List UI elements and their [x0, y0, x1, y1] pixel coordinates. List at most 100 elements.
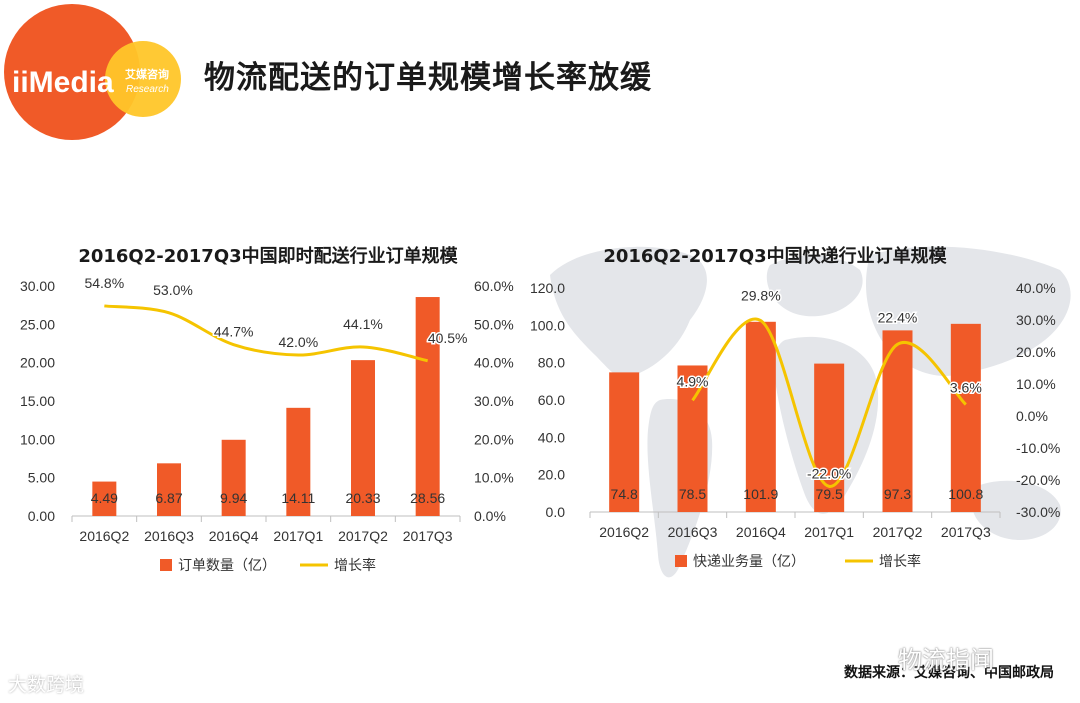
y-tick-label-instant: 25.00 — [20, 316, 55, 332]
bar-value-label-instant: 6.87 — [155, 490, 182, 506]
bar-value-label-express: 79.5 — [816, 486, 843, 502]
bar-instant-2017Q3 — [415, 297, 440, 516]
y2-tick-label-instant: 40.0% — [474, 355, 514, 371]
watermark-right: 物流指闻 — [898, 646, 994, 674]
growth-value-label-instant: 54.8% — [84, 275, 124, 291]
legend-bar-swatch-instant — [160, 559, 172, 571]
growth-value-label-express: -22.0% — [807, 465, 851, 481]
y-tick-label-instant: 15.00 — [20, 393, 55, 409]
x-tick-label-instant: 2017Q3 — [403, 528, 453, 544]
growth-value-label-instant: 53.0% — [153, 282, 193, 298]
growth-value-label-instant: 44.1% — [343, 316, 383, 332]
bar-value-label-instant: 9.94 — [220, 490, 247, 506]
growth-line-instant — [104, 304, 428, 363]
bar-instant-2016Q2 — [92, 481, 117, 516]
y2-tick-label-instant: 20.0% — [474, 431, 514, 447]
logo-wordmark: iiMedia — [12, 66, 114, 99]
x-tick-label-express: 2017Q1 — [804, 524, 854, 540]
y-tick-label-express: 80.0 — [538, 355, 565, 371]
bar-express-2016Q3 — [677, 365, 708, 512]
y-tick-label-express: 120.0 — [530, 280, 565, 296]
x-tick-label-instant: 2016Q2 — [79, 528, 129, 544]
y2-tick-label-express: -30.0% — [1016, 504, 1060, 520]
x-tick-label-instant: 2017Q2 — [338, 528, 388, 544]
y2-tick-label-express: -10.0% — [1016, 440, 1060, 456]
y-tick-label-express: 60.0 — [538, 392, 565, 408]
map-north-america — [550, 246, 707, 379]
x-tick-label-express: 2017Q3 — [941, 524, 991, 540]
x-tick-label-express: 2016Q4 — [736, 524, 786, 540]
bar-value-label-instant: 28.56 — [410, 490, 445, 506]
growth-value-label-express: 29.8% — [741, 288, 781, 304]
x-tick-label-instant: 2016Q3 — [144, 528, 194, 544]
legend-bar-label-express: 快递业务量（亿） — [693, 554, 805, 570]
map-europe — [766, 255, 863, 317]
chart-title-instant: 2016Q2-2017Q3中国即时配送行业订单规模 — [78, 245, 458, 267]
growth-value-label-express: 3.6% — [950, 379, 982, 395]
y2-tick-label-express: 40.0% — [1016, 280, 1056, 296]
y2-tick-label-express: 10.0% — [1016, 376, 1056, 392]
y2-tick-label-instant: 0.0% — [474, 508, 506, 524]
map-asia — [865, 246, 1071, 376]
bar-value-label-express: 100.8 — [948, 486, 983, 502]
y-tick-label-instant: 10.00 — [20, 431, 55, 447]
bar-value-label-instant: 20.33 — [345, 490, 380, 506]
bar-value-label-express: 74.8 — [611, 486, 638, 502]
legend-bar-label-instant: 订单数量（亿） — [178, 558, 276, 574]
growth-value-label-instant: 40.5% — [428, 330, 468, 346]
bar-instant-2016Q3 — [157, 463, 181, 516]
bar-express-2016Q4 — [745, 321, 776, 512]
legend-line-label-instant: 增长率 — [334, 557, 376, 574]
logo-orange-circle — [4, 4, 140, 140]
data-source: 数据来源：艾媒咨询、中国邮政局 — [844, 665, 1054, 681]
growth-value-label-express: 4.9% — [677, 373, 709, 389]
bar-express-2017Q2 — [882, 330, 913, 512]
bar-value-label-express: 101.9 — [743, 486, 778, 502]
y-tick-label-express: 0.0 — [546, 504, 566, 520]
legend-bar-swatch-express — [675, 555, 687, 567]
bar-instant-2016Q4 — [221, 439, 246, 516]
y-tick-label-express: 100.0 — [530, 317, 565, 333]
y2-tick-label-express: 20.0% — [1016, 344, 1056, 360]
x-tick-label-express: 2017Q2 — [873, 524, 923, 540]
logo-yellow-circle — [105, 41, 181, 117]
growth-value-label-instant: 42.0% — [278, 334, 318, 350]
y2-tick-label-instant: 50.0% — [474, 316, 514, 332]
legend-line-label-express: 增长率 — [879, 553, 921, 570]
growth-value-label-express: 22.4% — [878, 309, 918, 325]
y-tick-label-express: 20.0 — [538, 467, 565, 483]
bar-value-label-instant: 4.49 — [91, 490, 118, 506]
x-tick-label-instant: 2017Q1 — [273, 528, 323, 544]
bar-express-2017Q3 — [950, 323, 981, 512]
watermark-left: 大数跨境 — [8, 674, 85, 696]
map-australia — [971, 480, 1061, 540]
logo-chinese: 艾媒咨询 — [125, 67, 169, 81]
growth-line-express — [691, 317, 967, 488]
x-tick-label-express: 2016Q2 — [599, 524, 649, 540]
y2-tick-label-express: -20.0% — [1016, 472, 1060, 488]
page-title: 物流配送的订单规模增长率放缓 — [204, 60, 652, 96]
y-tick-label-instant: 0.00 — [28, 508, 55, 524]
y-tick-label-express: 40.0 — [538, 429, 565, 445]
x-tick-label-express: 2016Q3 — [668, 524, 718, 540]
y2-tick-label-instant: 30.0% — [474, 393, 514, 409]
y2-tick-label-express: 30.0% — [1016, 312, 1056, 328]
iimedia-logo: iiMedia 艾媒咨询 Research — [4, 4, 181, 140]
y2-tick-label-express: 0.0% — [1016, 408, 1048, 424]
y-tick-label-instant: 30.00 — [20, 278, 55, 294]
y2-tick-label-instant: 60.0% — [474, 278, 514, 294]
y-tick-label-instant: 20.00 — [20, 355, 55, 371]
x-tick-label-instant: 2016Q4 — [209, 528, 259, 544]
bar-instant-2017Q2 — [351, 360, 375, 516]
bar-value-label-instant: 14.11 — [281, 490, 315, 506]
y2-tick-label-instant: 10.0% — [474, 470, 514, 486]
bar-instant-2017Q1 — [286, 407, 311, 516]
bar-express-2016Q2 — [609, 372, 640, 512]
logo-research: Research — [126, 84, 169, 95]
y-tick-label-instant: 5.00 — [28, 470, 55, 486]
bar-value-label-express: 78.5 — [679, 486, 706, 502]
chart-title-express: 2016Q2-2017Q3中国快递行业订单规模 — [603, 245, 947, 267]
growth-value-label-instant: 44.7% — [214, 324, 254, 340]
bar-value-label-express: 97.3 — [884, 486, 911, 502]
